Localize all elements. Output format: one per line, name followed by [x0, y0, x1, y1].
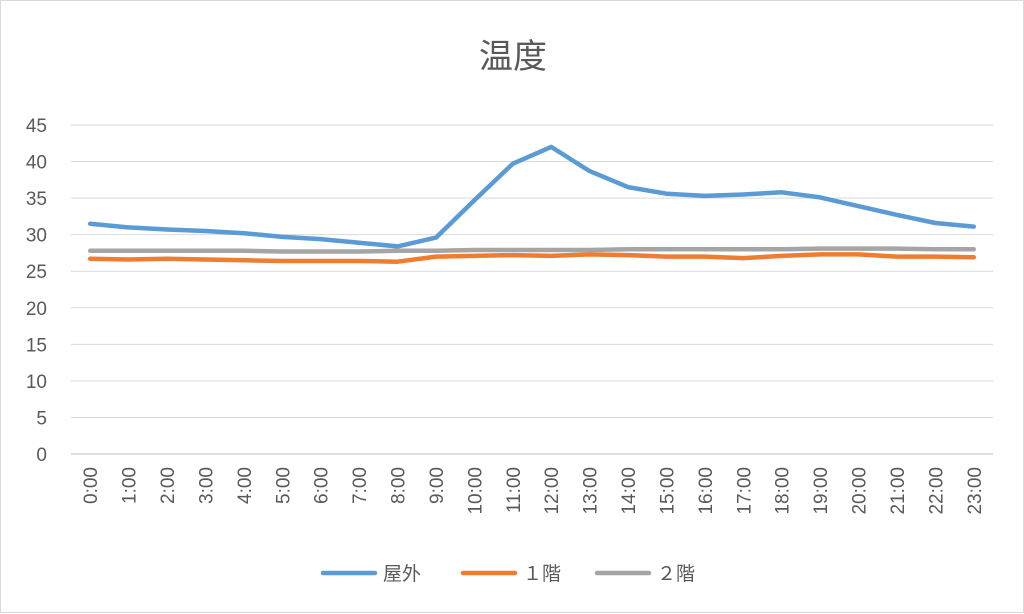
x-tick-label: 3:00	[196, 467, 217, 504]
y-tick-label: 20	[26, 299, 47, 320]
y-tick-label: 0	[36, 445, 47, 466]
x-tick-label: 14:00	[619, 467, 640, 515]
y-tick-label: 35	[26, 189, 47, 210]
y-tick-label: 30	[26, 226, 47, 247]
x-tick-label: 21:00	[888, 467, 909, 515]
chart-title: 温度	[479, 37, 547, 77]
x-tick-label: 22:00	[926, 467, 947, 515]
x-tick-label: 10:00	[465, 467, 486, 515]
x-tick-label: 23:00	[965, 467, 986, 515]
x-tick-label: 11:00	[504, 467, 525, 513]
x-tick-label: 4:00	[235, 467, 256, 504]
x-tick-label: 16:00	[696, 467, 717, 515]
x-tick-label: 19:00	[811, 467, 832, 515]
x-tick-label: 2:00	[158, 467, 179, 504]
y-axis-ticks: 0 5 10 15 20 25 30 35 40 45	[26, 116, 47, 466]
x-tick-label: 17:00	[734, 467, 755, 515]
x-axis-ticks: 0:00 1:00 2:00 3:00 4:00 5:00 6:00 7:00 8:00 9:00…	[81, 467, 986, 515]
series-line-2	[87, 252, 977, 264]
x-tick-label: 12:00	[542, 467, 563, 515]
x-tick-label: 7:00	[350, 467, 371, 504]
x-tick-label: 18:00	[773, 467, 794, 515]
legend-label: １階	[523, 563, 561, 585]
x-tick-label: 13:00	[581, 467, 602, 515]
x-tick-label: 20:00	[850, 467, 871, 515]
x-tick-label: 15:00	[657, 467, 678, 515]
x-tick-label: 8:00	[389, 467, 410, 504]
series-lines	[87, 144, 977, 264]
x-tick-label: 5:00	[273, 467, 294, 504]
y-tick-label: 45	[26, 116, 47, 137]
x-tick-label: 6:00	[312, 467, 333, 504]
y-tick-label: 5	[36, 408, 47, 429]
legend-label: 屋外	[383, 563, 421, 585]
x-tick-label: 9:00	[427, 467, 448, 504]
y-tick-label: 15	[26, 335, 47, 356]
x-tick-label: 1:00	[120, 467, 141, 504]
y-tick-label: 40	[26, 153, 47, 174]
y-tick-label: 25	[26, 262, 47, 283]
x-tick-label: 0:00	[81, 467, 102, 504]
gridlines	[71, 124, 993, 455]
legend: 屋外 １階 ２階	[320, 563, 695, 585]
legend-label: ２階	[657, 563, 695, 585]
series-line-3	[87, 246, 977, 254]
y-tick-label: 10	[26, 372, 47, 393]
series-line-1	[87, 144, 977, 249]
